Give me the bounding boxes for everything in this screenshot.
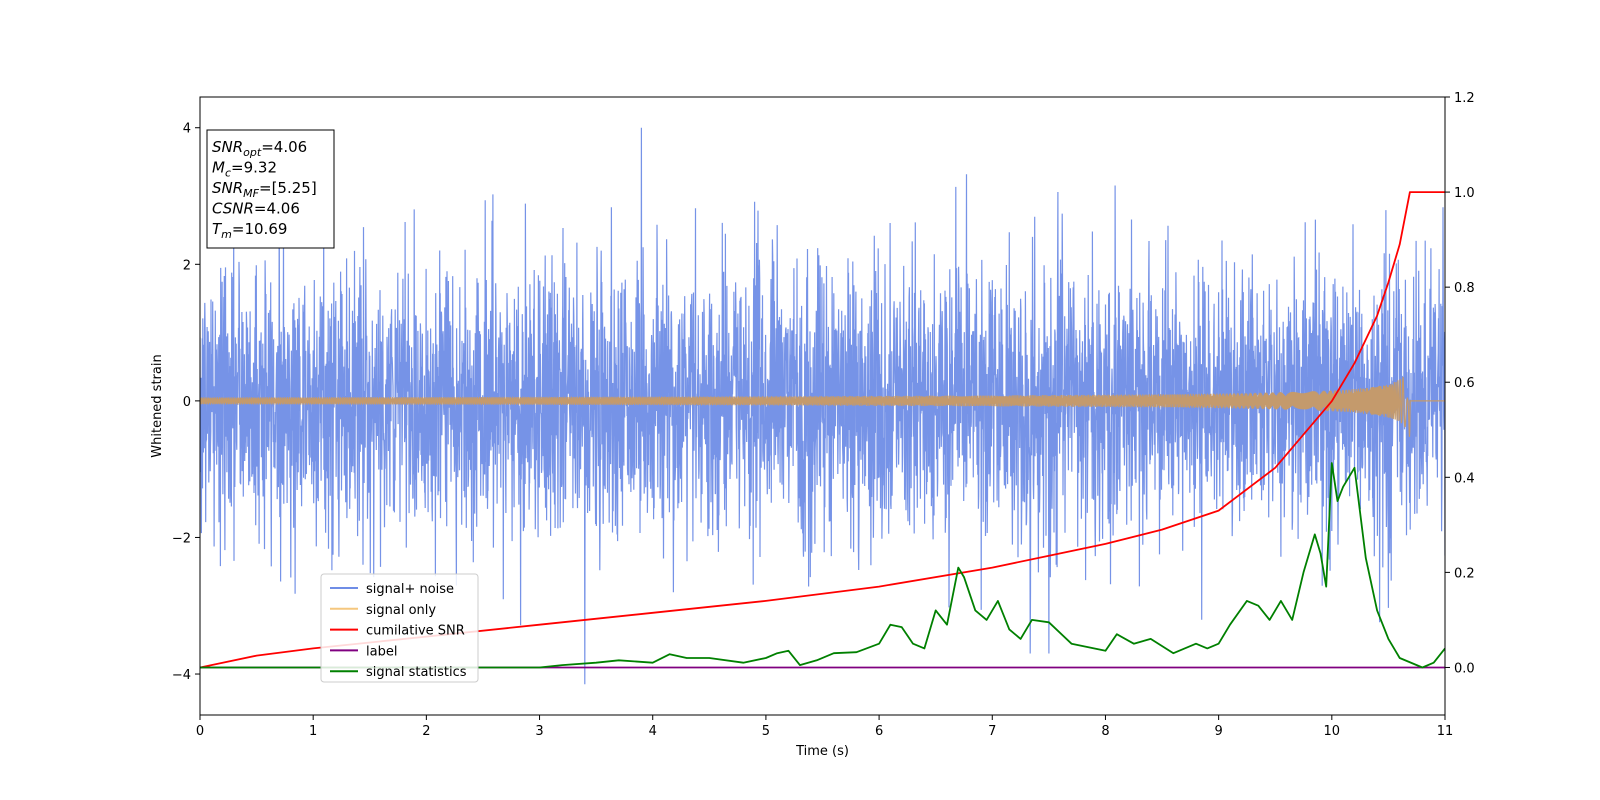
x-tick-label: 5 bbox=[762, 724, 770, 739]
legend-entry: signal statistics bbox=[366, 665, 467, 680]
y2-tick-label: 0.8 bbox=[1454, 281, 1475, 296]
plot-frame bbox=[199, 96, 1446, 716]
x-tick-label: 1 bbox=[309, 724, 317, 739]
y2-tick-label: 0.0 bbox=[1454, 661, 1475, 676]
y2-tick-label: 0.2 bbox=[1454, 566, 1475, 581]
y2-tick-label: 1.2 bbox=[1454, 91, 1475, 106]
y-axis-left: −4 −2 0 2 4 bbox=[172, 122, 200, 683]
x-tick-label: 8 bbox=[1101, 724, 1109, 739]
x-tick-label: 0 bbox=[196, 724, 204, 739]
legend-entry: signal only bbox=[366, 603, 436, 618]
info-box-line: SNRMF=[5.25] bbox=[212, 179, 317, 200]
series-signal-statistics-line bbox=[200, 462, 1445, 669]
y-tick-label: −4 bbox=[172, 668, 191, 683]
x-tick-label: 11 bbox=[1437, 724, 1454, 739]
x-tick-label: 2 bbox=[422, 724, 430, 739]
y-tick-label: −2 bbox=[172, 531, 191, 546]
y-axis-label: Whitened strain bbox=[150, 354, 165, 457]
y-tick-label: 0 bbox=[183, 395, 191, 410]
x-tick-label: 3 bbox=[535, 724, 543, 739]
info-box-line: Tm=10.69 bbox=[212, 220, 287, 241]
x-tick-label: 7 bbox=[988, 724, 996, 739]
info-box-line: Mc=9.32 bbox=[212, 159, 277, 180]
series-signal-noise-line bbox=[200, 127, 1445, 685]
series-signal-only-line bbox=[200, 376, 1445, 437]
x-tick-label: 4 bbox=[649, 724, 657, 739]
legend-entry: cumilative SNR bbox=[366, 624, 465, 639]
y2-tick-label: 0.4 bbox=[1454, 471, 1475, 486]
legend: signal+ noise signal only cumilative SNR la… bbox=[320, 573, 479, 683]
legend-entry: label bbox=[366, 644, 397, 659]
y2-tick-label: 1.0 bbox=[1454, 186, 1475, 201]
info-box-line: SNRopt=4.06 bbox=[212, 138, 307, 159]
x-axis-label: Time (s) bbox=[795, 744, 849, 759]
y-axis-right: 0.0 0.2 0.4 0.6 0.8 1.0 1.2 bbox=[1445, 91, 1475, 676]
y-tick-label: 4 bbox=[183, 122, 191, 137]
info-box-line: CSNR=4.06 bbox=[212, 200, 300, 218]
x-tick-label: 10 bbox=[1324, 724, 1341, 739]
x-tick-label: 9 bbox=[1214, 724, 1222, 739]
legend-entry: signal+ noise bbox=[366, 582, 454, 597]
x-axis: 0 1 2 3 4 5 6 7 8 9 10 11 bbox=[196, 715, 1453, 739]
y-tick-label: 2 bbox=[183, 258, 191, 273]
x-tick-label: 6 bbox=[875, 724, 883, 739]
y2-tick-label: 0.6 bbox=[1454, 376, 1475, 391]
